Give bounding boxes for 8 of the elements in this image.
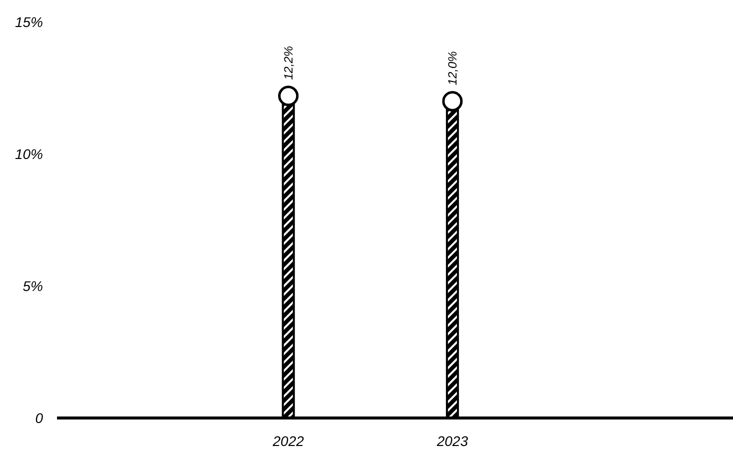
y-tick-label: 5% <box>22 278 43 294</box>
y-tick-label: 10% <box>14 146 43 162</box>
data-label: 12,0% <box>445 50 460 86</box>
y-tick-label: 0 <box>35 410 44 426</box>
y-tick-label: 15% <box>14 14 43 30</box>
x-tick-label: 2022 <box>272 433 304 449</box>
x-tick-label: 2023 <box>436 433 468 449</box>
data-label: 12,2% <box>281 46 296 80</box>
